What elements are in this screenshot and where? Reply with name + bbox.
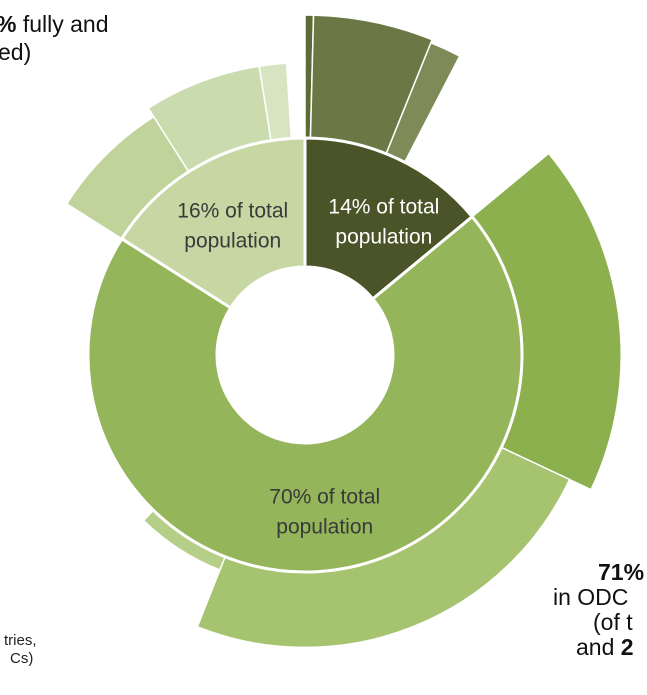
inner-ring-labels: 14% of total population 70% of total pop… (177, 195, 439, 538)
annotation-top-left-line2: ed) (0, 39, 32, 65)
annotation-bottom-left-line2: Cs) (10, 650, 34, 667)
annotation-right-line2: in ODC (553, 584, 629, 610)
center-hole (217, 267, 393, 443)
annotation-bottom-left-line1: tries, (4, 632, 37, 649)
inner-ring-segment-2 (119, 136, 307, 310)
inner-label-2-line1: 16% of total (177, 200, 288, 223)
inner-label-0-line1: 14% of total (328, 195, 439, 218)
annotation-right-line4: and 2 (576, 634, 634, 660)
annotation-top-left-line1: % fully and (0, 11, 109, 37)
inner-label-2-line2: population (184, 230, 281, 253)
inner-ring (86, 136, 524, 574)
inner-label-1-line2: population (276, 516, 373, 539)
inner-label-0-line2: population (335, 225, 432, 248)
annotation-right-line1: 71% (598, 559, 645, 585)
annotation-right-line3: (of t (593, 609, 633, 635)
inner-label-1-line1: 70% of total (269, 486, 380, 509)
